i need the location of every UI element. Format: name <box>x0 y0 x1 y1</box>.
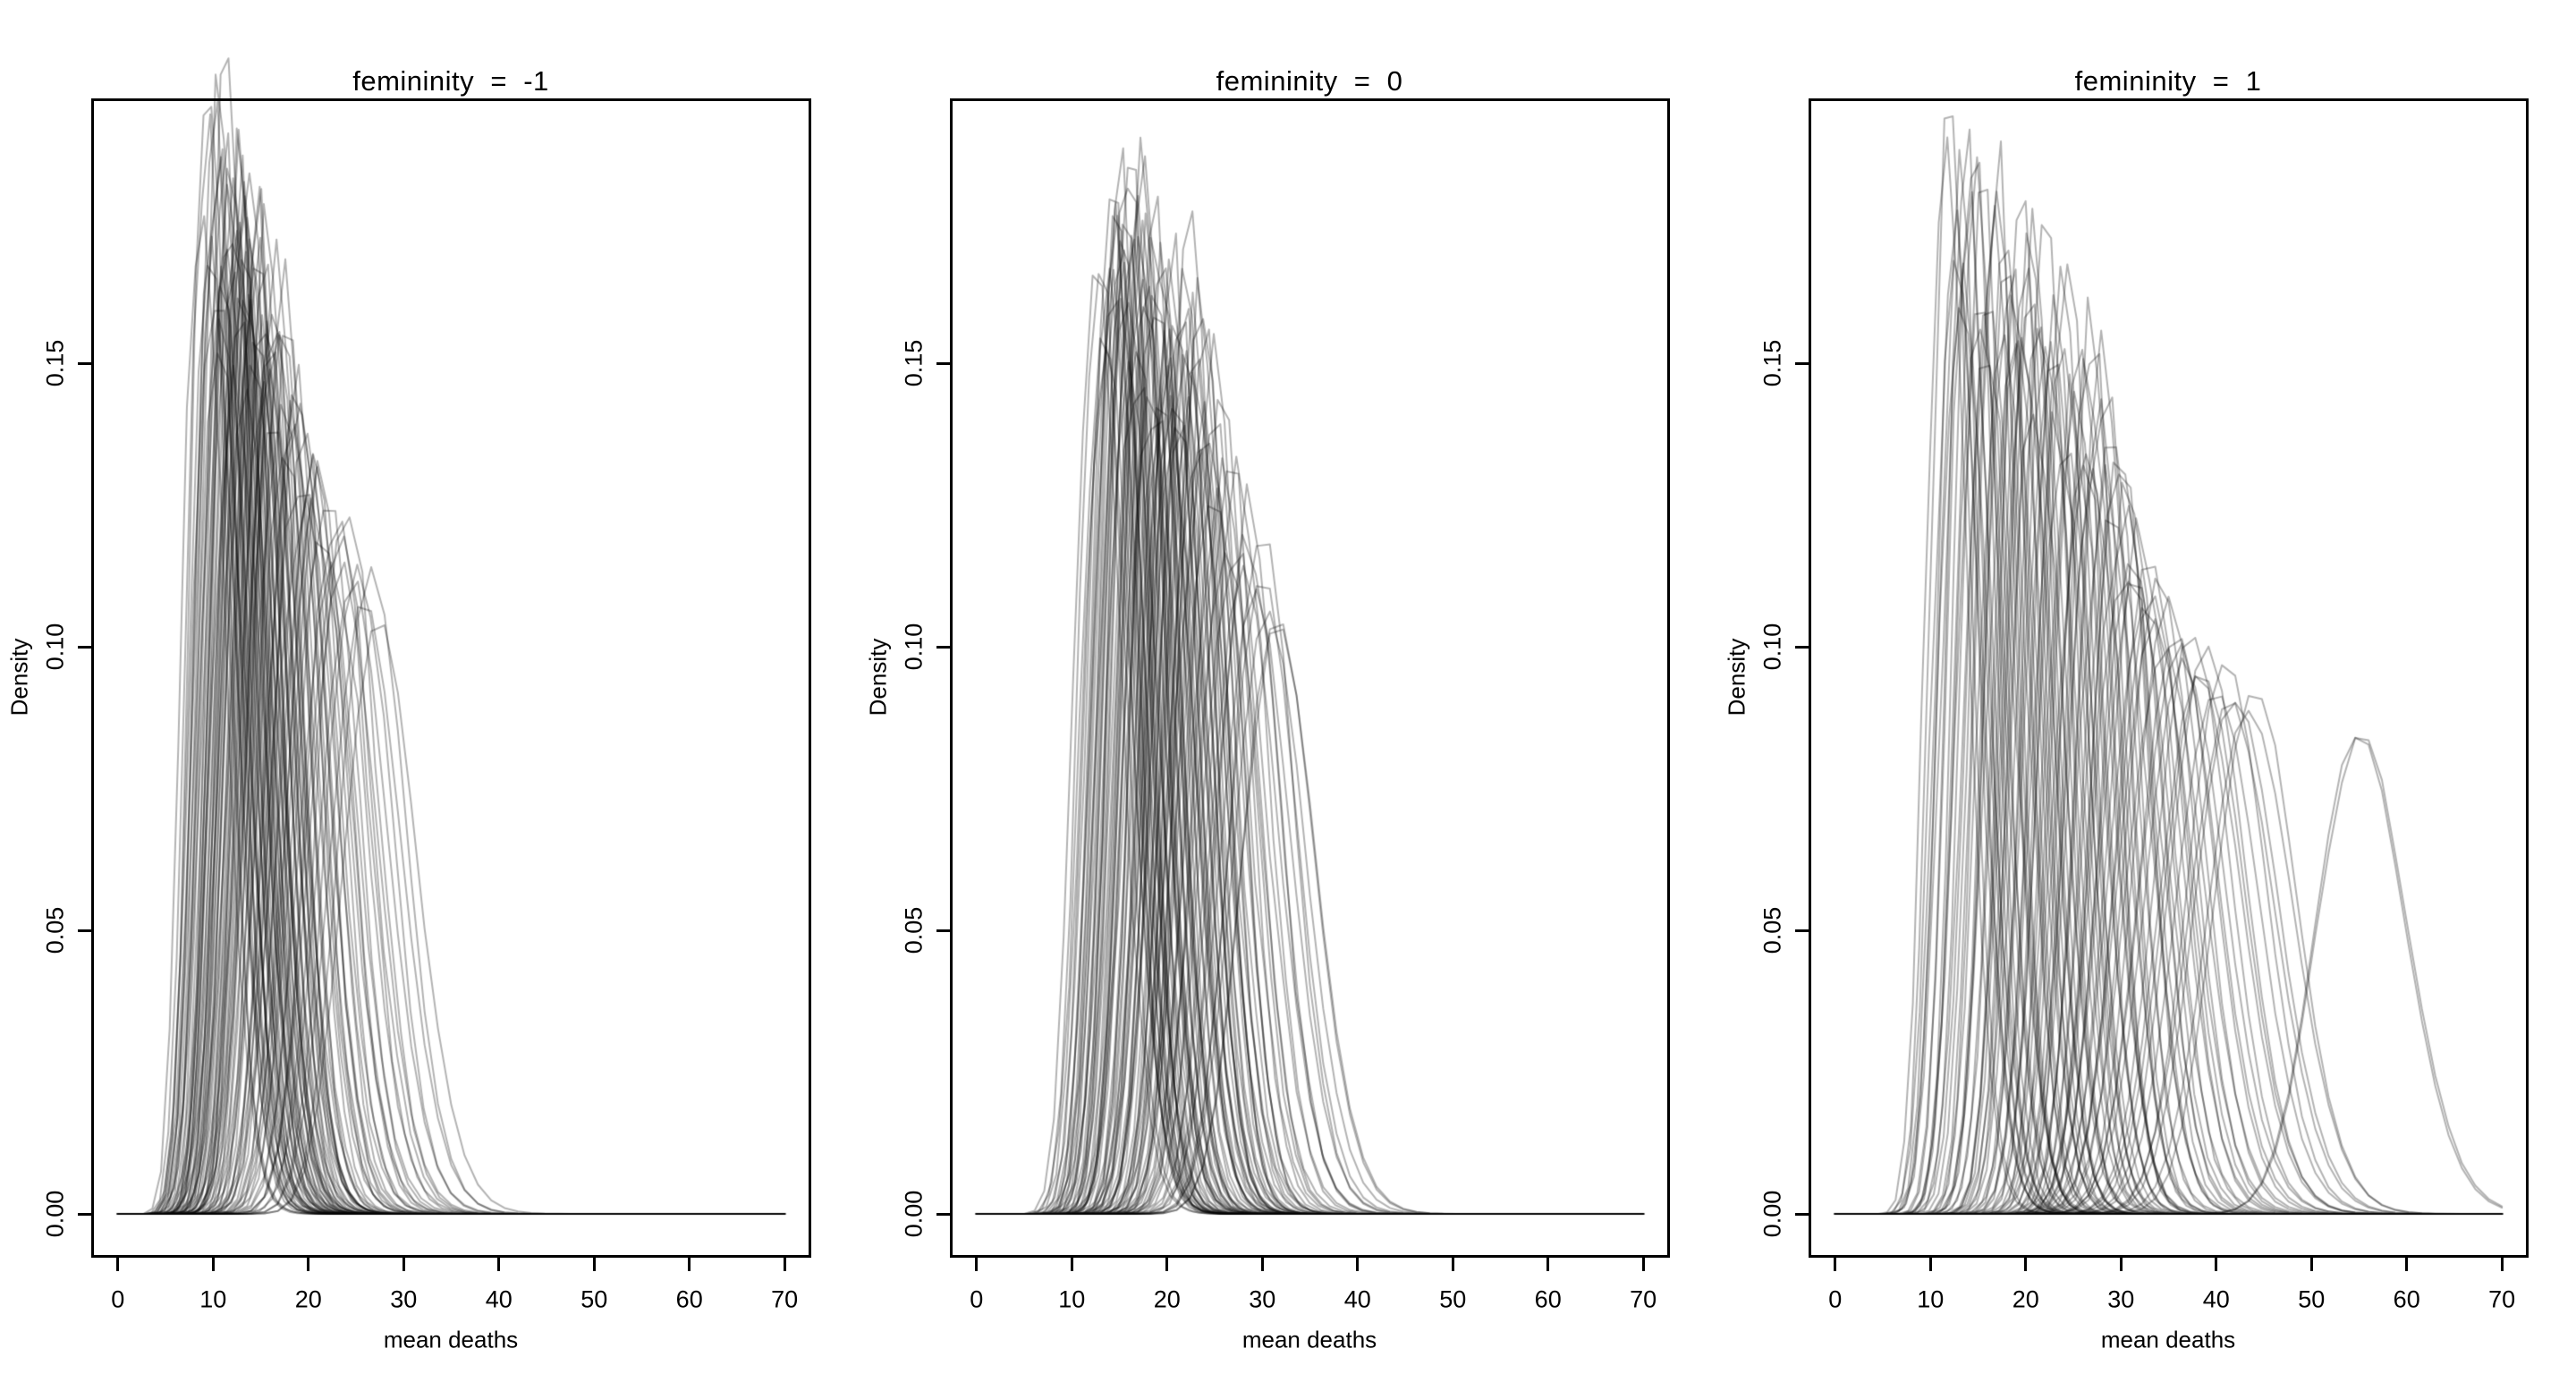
x-tick-label: 10 <box>1917 1285 1945 1313</box>
x-tick-mark <box>2309 1258 2313 1271</box>
plot-box-border <box>950 98 1670 1258</box>
panel-title: femininity = 0 <box>1216 65 1403 97</box>
y-tick-label: 0.15 <box>1758 339 1786 387</box>
y-tick-label: 0.05 <box>41 906 69 954</box>
x-tick-mark <box>497 1258 501 1271</box>
y-tick-mark <box>1795 645 1809 649</box>
x-tick-mark <box>688 1258 691 1271</box>
y-tick-mark <box>78 645 91 649</box>
y-tick-mark <box>936 645 950 649</box>
plot-box-border <box>1809 98 2529 1258</box>
y-tick-mark <box>1795 361 1809 365</box>
x-tick-label: 50 <box>580 1285 608 1313</box>
y-tick-mark <box>78 1212 91 1216</box>
x-tick-label: 70 <box>771 1285 799 1313</box>
y-tick-label: 0.10 <box>41 623 69 671</box>
x-tick-label: 30 <box>2107 1285 2135 1313</box>
x-tick-label: 60 <box>1534 1285 1562 1313</box>
x-tick-mark <box>592 1258 596 1271</box>
x-tick-label: 10 <box>1058 1285 1086 1313</box>
panel-title: femininity = -1 <box>352 65 549 97</box>
y-tick-label: 0.00 <box>900 1190 928 1238</box>
density-curves-canvas <box>0 0 859 1374</box>
y-axis-label: Density <box>864 638 892 717</box>
y-tick-mark <box>936 361 950 365</box>
y-tick-label: 0.05 <box>900 906 928 954</box>
x-tick-label: 70 <box>2488 1285 2516 1313</box>
x-tick-mark <box>975 1258 979 1271</box>
y-tick-label: 0.15 <box>900 339 928 387</box>
x-tick-label: 20 <box>1153 1285 1181 1313</box>
x-tick-mark <box>2405 1258 2409 1271</box>
x-tick-label: 60 <box>675 1285 703 1313</box>
y-tick-label: 0.10 <box>1758 623 1786 671</box>
density-curves-canvas <box>859 0 1717 1374</box>
x-tick-label: 10 <box>199 1285 227 1313</box>
y-axis-label: Density <box>5 638 33 717</box>
x-tick-mark <box>1834 1258 1837 1271</box>
x-tick-mark <box>2119 1258 2123 1271</box>
x-tick-label: 30 <box>390 1285 418 1313</box>
x-tick-label: 40 <box>1343 1285 1371 1313</box>
y-tick-mark <box>1795 929 1809 932</box>
y-tick-mark <box>936 1212 950 1216</box>
x-tick-mark <box>2500 1258 2504 1271</box>
x-tick-mark <box>783 1258 786 1271</box>
y-tick-mark <box>936 929 950 932</box>
x-tick-mark <box>1260 1258 1264 1271</box>
x-tick-label: 0 <box>970 1285 984 1313</box>
y-tick-label: 0.00 <box>41 1190 69 1238</box>
x-tick-mark <box>1928 1258 1932 1271</box>
x-tick-mark <box>1546 1258 1550 1271</box>
y-tick-label: 0.15 <box>41 339 69 387</box>
y-tick-label: 0.00 <box>1758 1190 1786 1238</box>
x-axis-label: mean deaths <box>383 1326 519 1353</box>
panel-femininity-plus-1: femininity = 1 mean deaths Density 0 10 20… <box>1717 0 2576 1374</box>
x-tick-mark <box>1165 1258 1169 1271</box>
x-tick-mark <box>402 1258 405 1271</box>
x-tick-mark <box>307 1258 310 1271</box>
plot-box-border <box>91 98 811 1258</box>
x-tick-label: 0 <box>1828 1285 1843 1313</box>
panel-title: femininity = 1 <box>2074 65 2262 97</box>
y-tick-mark <box>1795 1212 1809 1216</box>
x-tick-mark <box>1641 1258 1645 1271</box>
x-tick-label: 50 <box>1439 1285 1467 1313</box>
x-tick-label: 70 <box>1630 1285 1657 1313</box>
panel-femininity-0: femininity = 0 mean deaths Density 0 10 20… <box>859 0 1717 1374</box>
y-tick-mark <box>78 929 91 932</box>
x-tick-label: 20 <box>294 1285 322 1313</box>
x-tick-mark <box>211 1258 215 1271</box>
x-tick-label: 40 <box>2202 1285 2230 1313</box>
panel-femininity-minus-1: femininity = -1 mean deaths Density 0 10 2… <box>0 0 859 1374</box>
x-tick-mark <box>2024 1258 2028 1271</box>
x-tick-label: 40 <box>485 1285 513 1313</box>
x-axis-label: mean deaths <box>1241 1326 1377 1353</box>
x-tick-mark <box>2215 1258 2218 1271</box>
y-tick-mark <box>78 361 91 365</box>
x-tick-label: 30 <box>1249 1285 1276 1313</box>
x-tick-label: 0 <box>111 1285 125 1313</box>
x-tick-mark <box>1070 1258 1073 1271</box>
x-tick-mark <box>116 1258 120 1271</box>
x-tick-label: 20 <box>2012 1285 2039 1313</box>
x-tick-mark <box>1356 1258 1360 1271</box>
x-tick-mark <box>1451 1258 1454 1271</box>
y-axis-label: Density <box>1723 638 1750 717</box>
x-tick-label: 50 <box>2298 1285 2326 1313</box>
y-tick-label: 0.10 <box>900 623 928 671</box>
x-axis-label: mean deaths <box>2100 1326 2236 1353</box>
density-curves-canvas <box>1717 0 2576 1374</box>
y-tick-label: 0.05 <box>1758 906 1786 954</box>
x-tick-label: 60 <box>2393 1285 2420 1313</box>
